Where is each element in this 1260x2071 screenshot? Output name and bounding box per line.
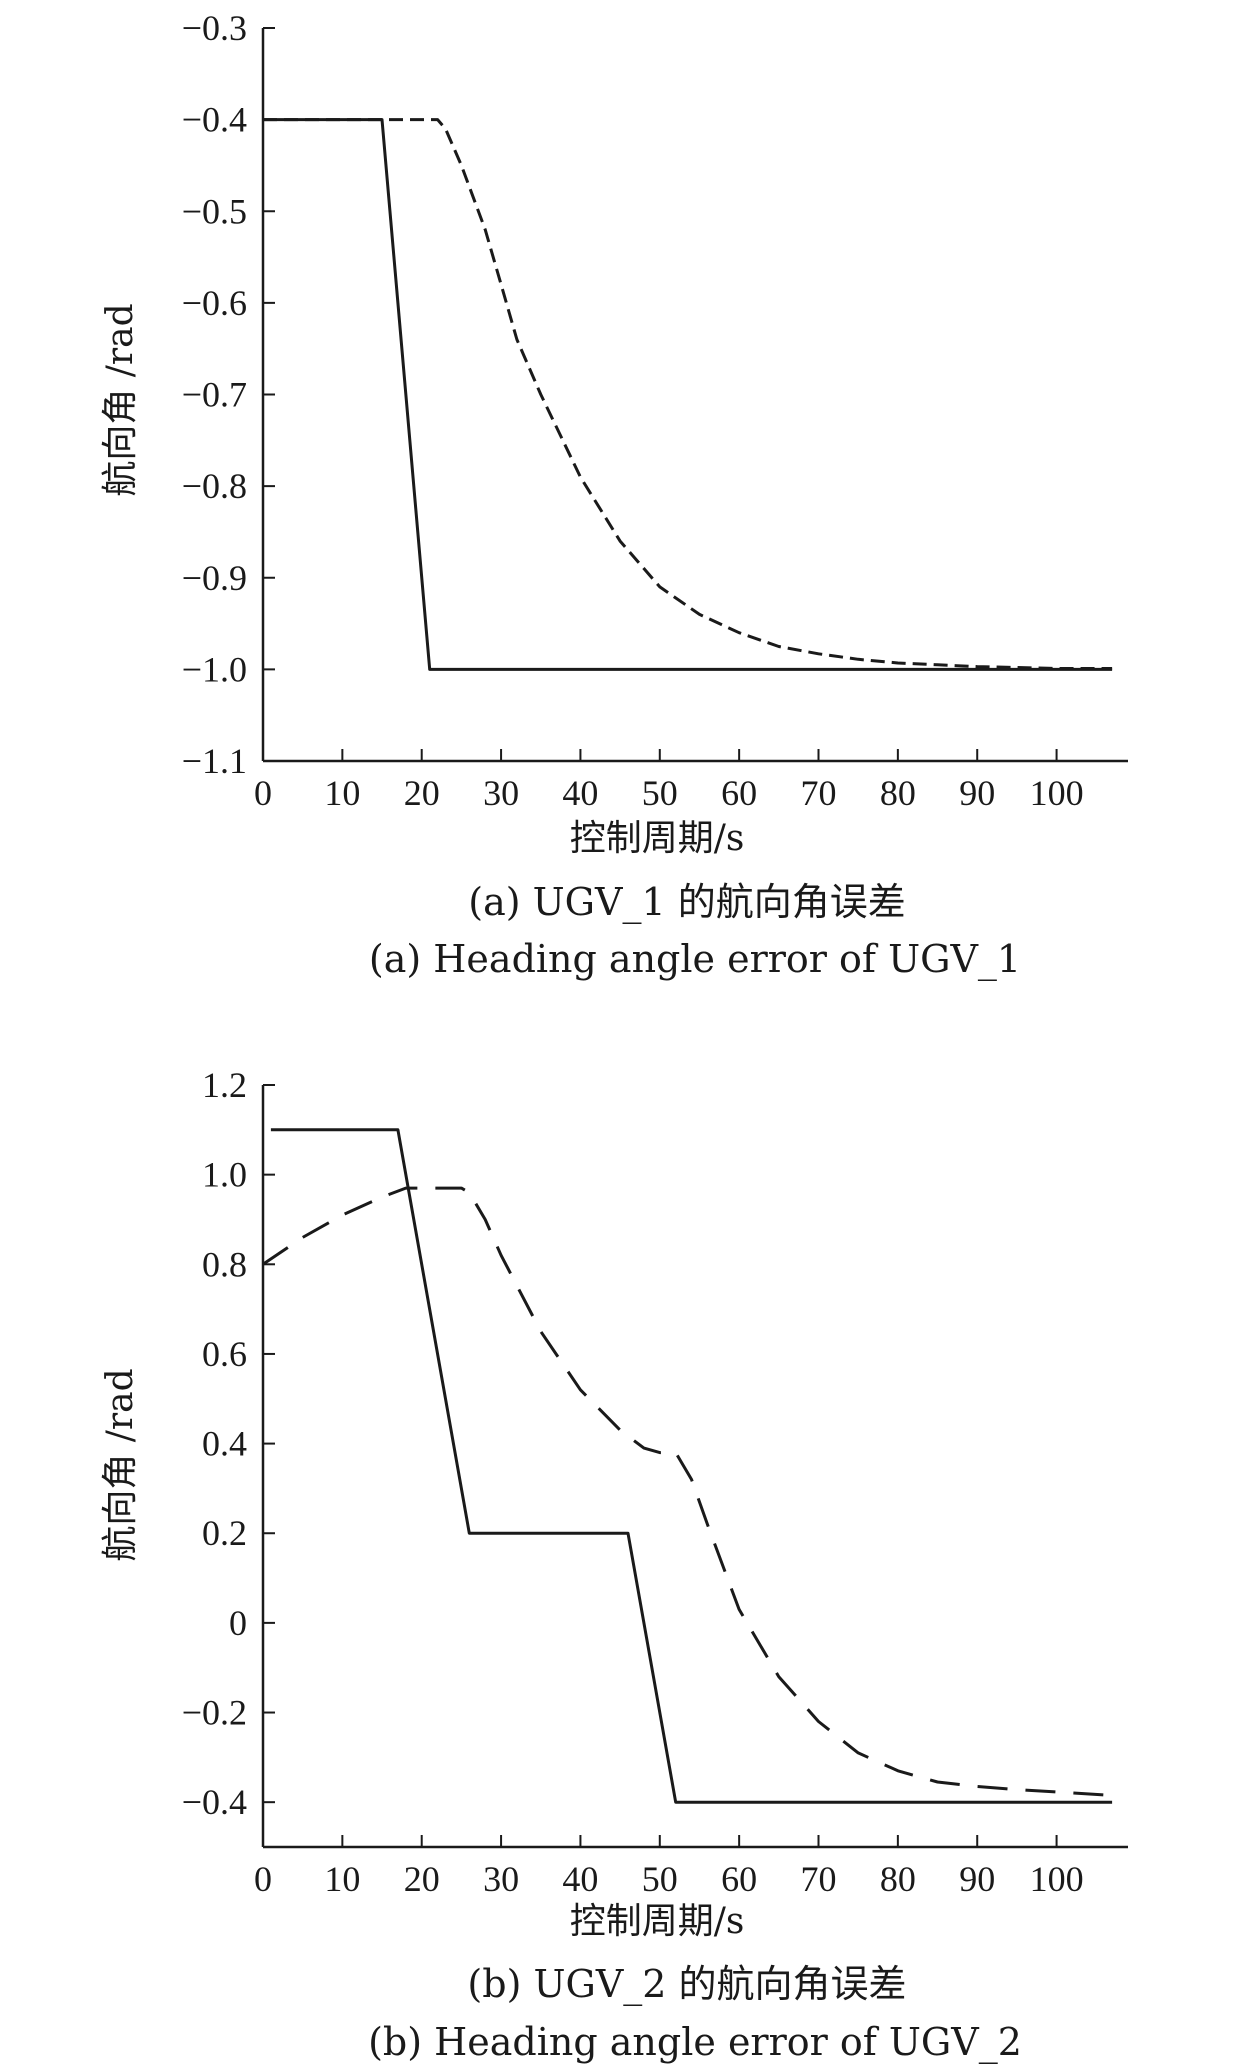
chart-b-x-ticks: 0 10 20 30 40 50 60 70 80 90 100	[254, 1835, 1084, 1899]
chart-a-axes	[261, 28, 1128, 763]
chart-a-y-tick-label: −1.0	[182, 649, 247, 689]
chart-a-y-tick-label: −0.6	[182, 283, 247, 323]
chart-a-y-tick-label: −0.5	[182, 191, 247, 231]
chart-a-series-dashed-line	[263, 118, 1113, 670]
chart-a-y-tick-label: −1.1	[182, 741, 247, 781]
chart-a-y-axis-title: 航向角 /rad	[100, 303, 141, 496]
chart-b-x-tick-label: 30	[483, 1859, 519, 1899]
chart-a-series-solid-line	[263, 118, 1113, 671]
chart-a-x-tick-label: 60	[721, 773, 757, 813]
chart-a-x-tick-label: 30	[483, 773, 519, 813]
chart-b-x-tick-label: 10	[324, 1859, 360, 1899]
chart-b-y-tick-label: 0.8	[202, 1244, 247, 1284]
chart-b-x-tick-label: 60	[721, 1859, 757, 1899]
chart-b-x-tick-label: 20	[404, 1859, 440, 1899]
chart-b-x-tick-label: 40	[562, 1859, 598, 1899]
chart-b-ugv2-heading-error: −0.4 −0.2 0 0.2 0.4 0.6 0.8 1.0 1.2 0 10 20 30 40 50 6…	[100, 1065, 1128, 2065]
chart-a-x-axis-title: 控制周期/s	[570, 818, 745, 859]
chart-b-y-tick-label: −0.2	[182, 1693, 247, 1733]
chart-b-y-axis-title: 航向角 /rad	[100, 1368, 141, 1561]
chart-a-y-tick-label: −0.4	[182, 100, 247, 140]
chart-b-y-tick-label: 0.6	[202, 1334, 247, 1374]
chart-b-y-tick-label: 1.0	[202, 1155, 247, 1195]
chart-b-y-tick-label: −0.4	[182, 1782, 247, 1822]
chart-b-x-axis-title: 控制周期/s	[570, 1901, 745, 1942]
chart-b-x-tick-label: 90	[959, 1859, 995, 1899]
chart-b-x-tick-label: 50	[642, 1859, 678, 1899]
chart-b-x-tick-label: 80	[880, 1859, 916, 1899]
chart-a-x-tick-label: 20	[404, 773, 440, 813]
chart-a-series	[263, 118, 1113, 671]
chart-a-x-tick-label: 0	[254, 773, 272, 813]
chart-a-x-tick-label: 80	[880, 773, 916, 813]
chart-b-y-tick-label: 1.2	[202, 1065, 247, 1105]
chart-b-x-tick-label: 0	[254, 1859, 272, 1899]
chart-b-series-dashed-line	[262, 1186, 1113, 1797]
chart-a-x-tick-label: 10	[324, 773, 360, 813]
chart-a-caption-en: (a) Heading angle error of UGV_1	[369, 937, 1021, 982]
chart-b-caption-cn: (b) UGV_2 的航向角误差	[467, 1962, 906, 2007]
chart-a-ugv1-heading-error: −1.1 −1.0 −0.9 −0.8 −0.7 −0.6 −0.5 −0.4 −0.3 0 10…	[100, 8, 1128, 982]
chart-a-y-ticks: −1.1 −1.0 −0.9 −0.8 −0.7 −0.6 −0.5 −0.4 −0.3	[182, 8, 275, 781]
chart-a-y-tick-label: −0.8	[182, 466, 247, 506]
chart-a-x-tick-label: 100	[1030, 773, 1084, 813]
chart-b-series	[262, 1128, 1113, 1804]
chart-b-y-tick-label: 0.4	[202, 1424, 247, 1464]
chart-a-x-ticks: 0 10 20 30 40 50 60 70 80 90 100	[254, 749, 1084, 813]
chart-a-caption-cn: (a) UGV_1 的航向角误差	[468, 880, 905, 925]
chart-a-x-tick-label: 90	[959, 773, 995, 813]
chart-b-y-ticks: −0.4 −0.2 0 0.2 0.4 0.6 0.8 1.0 1.2	[182, 1065, 275, 1822]
chart-b-axes	[261, 1085, 1128, 1849]
chart-b-x-tick-label: 100	[1030, 1859, 1084, 1899]
chart-b-y-tick-label: 0.2	[202, 1513, 247, 1553]
chart-b-series-solid-line	[270, 1128, 1113, 1804]
chart-a-y-tick-label: −0.9	[182, 558, 247, 598]
chart-a-x-tick-label: 70	[801, 773, 837, 813]
chart-b-x-tick-label: 70	[801, 1859, 837, 1899]
chart-b-y-tick-label: 0	[229, 1603, 247, 1643]
chart-a-y-tick-label: −0.3	[182, 8, 247, 48]
chart-b-caption-en: (b) Heading angle error of UGV_2	[368, 2020, 1022, 2065]
chart-a-y-tick-label: −0.7	[182, 375, 247, 415]
chart-a-x-tick-label: 40	[562, 773, 598, 813]
chart-a-x-tick-label: 50	[642, 773, 678, 813]
